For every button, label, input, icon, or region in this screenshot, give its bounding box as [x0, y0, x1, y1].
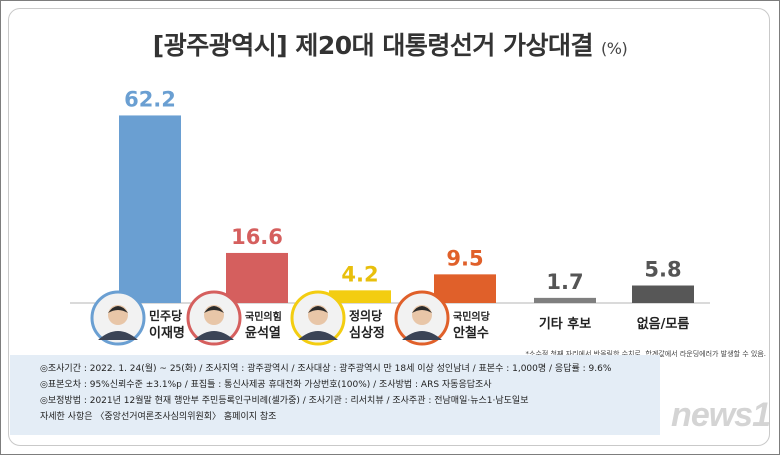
- candidate-name-3: 안철수: [453, 325, 489, 341]
- category-label-5: 없음/모름: [637, 316, 690, 332]
- survey-notes: ◎조사기간 : 2022. 1. 24(월) ~ 25(화) / 조사지역 : …: [10, 355, 660, 435]
- chart-unit: (%): [601, 39, 628, 58]
- candidate-party-0: 민주당: [149, 308, 182, 323]
- candidate-photo-icon-2: [290, 290, 346, 346]
- candidate-party-1: 국민의힘: [245, 310, 282, 323]
- note-line-2: ◎표본오차 : 95%신뢰수준 ±3.1%p / 표집틀 : 통신사제공 휴대전…: [40, 380, 492, 390]
- candidate-photo-icon-1: [186, 290, 242, 346]
- footnote: *소수점 첫째 자리에서 반올림한 수치로, 합계값에서 라운딩에러가 발생할 …: [525, 350, 767, 358]
- note-line-4: 자세한 사항은 〈중앙선거여론조사심의위원회〉 홈페이지 참조: [40, 412, 277, 422]
- bar-0: [119, 115, 181, 303]
- bar-5: [632, 285, 694, 303]
- value-label-3: 9.5: [446, 246, 483, 270]
- candidate-name-1: 윤석열: [245, 325, 281, 341]
- candidate-name-0: 이재명: [149, 325, 185, 341]
- category-label-4: 기타 후보: [539, 316, 591, 332]
- value-label-1: 16.6: [231, 225, 283, 249]
- chart-title: [광주광역시] 제20대 대통령선거 가상대결 (%): [0, 26, 780, 62]
- bar-4: [534, 297, 596, 303]
- bar-1: [226, 252, 288, 303]
- note-line-1: ◎조사기간 : 2022. 1. 24(월) ~ 25(화) / 조사지역 : …: [40, 364, 612, 374]
- value-label-2: 4.2: [341, 262, 378, 286]
- value-label-4: 1.7: [546, 270, 583, 294]
- value-label-0: 62.2: [124, 87, 176, 111]
- note-line-3: ◎보정방법 : 2021년 12월말 현재 행안부 주민등록인구비례(셀가중) …: [40, 396, 529, 406]
- news1-logo: news1: [671, 396, 771, 434]
- candidate-name-2: 심상정: [349, 325, 385, 341]
- candidate-photo-icon-3: [394, 290, 450, 346]
- value-label-5: 5.8: [644, 258, 681, 282]
- chart-title-text: [광주광역시] 제20대 대통령선거 가상대결: [152, 31, 594, 60]
- bar-3: [434, 274, 496, 303]
- candidate-party-2: 정의당: [349, 308, 382, 323]
- candidate-party-3: 국민의당: [453, 310, 491, 323]
- candidate-photo-icon-0: [90, 290, 146, 346]
- bar-2: [329, 290, 391, 303]
